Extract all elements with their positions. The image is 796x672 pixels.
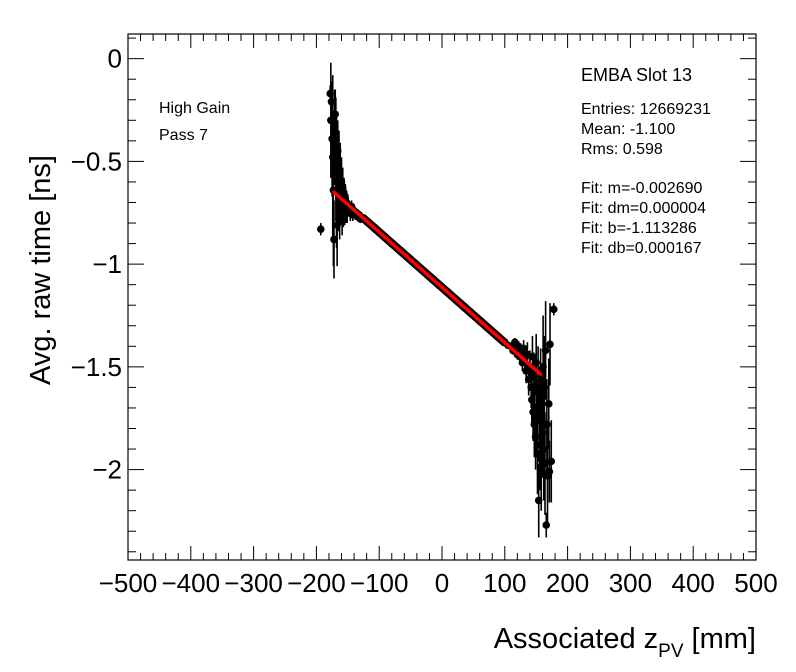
x-tick-label: 400 — [672, 568, 715, 598]
data-point — [333, 147, 342, 155]
data-point — [326, 89, 335, 98]
data-point — [529, 373, 538, 381]
x-tick-label: −100 — [350, 568, 409, 598]
data-point — [534, 379, 542, 388]
y-tick-label: −0.5 — [71, 146, 122, 176]
x-axis-tick-labels: −500 −400 −300 −200 −100 0 100 200 300 400 500 — [99, 568, 778, 598]
x-tick-label: −200 — [287, 568, 346, 598]
x-tick-label: 200 — [546, 568, 589, 598]
stats-fit-dm: Fit: dm=0.000004 — [581, 200, 706, 217]
stats-box: EMBA Slot 13 Entries: 12669231 Mean: -1.… — [581, 65, 711, 257]
y-axis-title: Avg. raw time [ns] — [25, 155, 57, 385]
data-point — [519, 344, 528, 353]
data-point — [546, 340, 554, 349]
x-tick-label: 0 — [435, 568, 449, 598]
x-axis-title: Associated zPV [mm] — [494, 623, 756, 662]
data-point — [541, 346, 550, 355]
x-tick-label: −500 — [99, 568, 158, 598]
x-tick-label: 300 — [609, 568, 652, 598]
x-tick-label: 100 — [483, 568, 526, 598]
annotation-gain: High Gain — [159, 100, 230, 117]
data-point — [549, 305, 558, 314]
y-tick-label: −2 — [92, 455, 122, 485]
y-tick-label: −1.5 — [71, 352, 122, 382]
y-axis-tick-labels: 0 −0.5 −1 −1.5 −2 — [71, 44, 122, 485]
data-point — [539, 363, 547, 371]
y-tick-label: 0 — [108, 44, 122, 74]
data-point — [534, 496, 543, 505]
plot-frame — [127, 33, 757, 561]
data-point — [547, 457, 556, 466]
fit-line — [332, 190, 543, 376]
stats-rms: Rms: 0.598 — [581, 141, 663, 158]
x-tick-label: −400 — [162, 568, 221, 598]
data-point — [331, 110, 340, 118]
data-point — [532, 358, 540, 367]
annotation-pass: Pass 7 — [159, 127, 208, 144]
axis-ticks — [127, 34, 757, 560]
data-point — [544, 400, 553, 408]
y-tick-label: −1 — [92, 249, 122, 279]
data-point — [327, 98, 336, 106]
data-point — [535, 404, 544, 412]
data-point — [327, 116, 335, 125]
data-point — [332, 155, 340, 164]
data-point — [542, 521, 551, 529]
data-point — [538, 428, 547, 437]
data-point — [330, 235, 338, 244]
data-point — [338, 184, 347, 192]
stats-fit-b: Fit: b=-1.113286 — [581, 220, 697, 237]
data-point — [335, 167, 343, 176]
data-point — [316, 225, 325, 233]
stats-mean: Mean: -1.100 — [581, 121, 675, 138]
data-point — [539, 445, 548, 453]
data-point — [545, 467, 554, 476]
data-point — [536, 389, 545, 398]
x-tick-label: 500 — [734, 568, 777, 598]
stats-entries: Entries: 12669231 — [581, 101, 711, 118]
fit-line-group — [332, 190, 543, 376]
data-point — [540, 383, 549, 392]
data-point — [541, 459, 549, 468]
data-point — [528, 352, 537, 361]
data-point — [533, 449, 542, 457]
stats-fit-m: Fit: m=-0.002690 — [581, 180, 703, 197]
data-point — [333, 221, 341, 229]
data-point — [543, 420, 551, 429]
data-point — [531, 432, 540, 441]
stats-fit-db: Fit: db=0.000167 — [581, 240, 702, 257]
x-tick-label: −300 — [224, 568, 283, 598]
data-point — [529, 408, 537, 416]
data-point — [330, 130, 339, 139]
data-point — [538, 414, 546, 423]
data-point — [337, 178, 346, 186]
stats-title: EMBA Slot 13 — [581, 65, 692, 85]
data-point — [528, 395, 536, 404]
